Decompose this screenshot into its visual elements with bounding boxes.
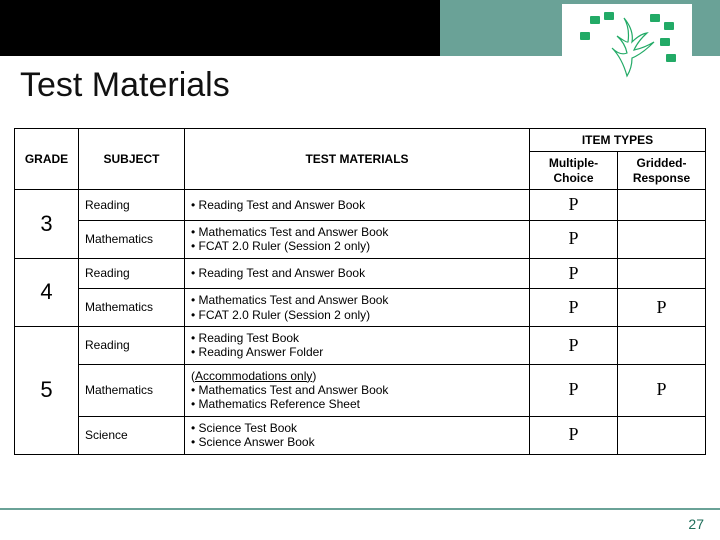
table-head: GRADE SUBJECT TEST MATERIALS ITEM TYPES … bbox=[15, 129, 706, 190]
cell-subject: Science bbox=[79, 416, 185, 454]
table-row: MathematicsMathematics Test and Answer B… bbox=[15, 289, 706, 327]
th-materials: TEST MATERIALS bbox=[185, 129, 530, 190]
tree-icon bbox=[572, 8, 682, 78]
th-grade: GRADE bbox=[15, 129, 79, 190]
cell-mc: P bbox=[530, 326, 618, 364]
cell-gr bbox=[618, 416, 706, 454]
cell-materials: Science Test BookScience Answer Book bbox=[185, 416, 530, 454]
cell-subject: Reading bbox=[79, 190, 185, 221]
materials-table: GRADE SUBJECT TEST MATERIALS ITEM TYPES … bbox=[14, 128, 706, 455]
th-subject: SUBJECT bbox=[79, 129, 185, 190]
table-row: Mathematics(Accommodations only)Mathemat… bbox=[15, 364, 706, 416]
tree-illustration bbox=[562, 4, 692, 82]
cell-mc: P bbox=[530, 416, 618, 454]
cell-gr bbox=[618, 190, 706, 221]
cell-materials: Reading Test and Answer Book bbox=[185, 190, 530, 221]
th-mc: Multiple-Choice bbox=[530, 152, 618, 190]
cell-mc: P bbox=[530, 364, 618, 416]
cell-mc: P bbox=[530, 190, 618, 221]
cell-materials: Mathematics Test and Answer BookFCAT 2.0… bbox=[185, 289, 530, 327]
cell-subject: Reading bbox=[79, 258, 185, 289]
cell-gr: P bbox=[618, 289, 706, 327]
cell-mc: P bbox=[530, 258, 618, 289]
page-number: 27 bbox=[688, 516, 704, 532]
cell-materials: Reading Test BookReading Answer Folder bbox=[185, 326, 530, 364]
table-body: 3ReadingReading Test and Answer BookPMat… bbox=[15, 190, 706, 454]
cell-materials: Mathematics Test and Answer BookFCAT 2.0… bbox=[185, 220, 530, 258]
cell-materials: (Accommodations only)Mathematics Test an… bbox=[185, 364, 530, 416]
cell-mc: P bbox=[530, 289, 618, 327]
cell-subject: Mathematics bbox=[79, 364, 185, 416]
cell-gr bbox=[618, 258, 706, 289]
header-dark-block bbox=[0, 0, 440, 56]
cell-materials: Reading Test and Answer Book bbox=[185, 258, 530, 289]
cell-mc: P bbox=[530, 220, 618, 258]
cell-gr bbox=[618, 220, 706, 258]
cell-subject: Mathematics bbox=[79, 289, 185, 327]
cell-grade: 5 bbox=[15, 326, 79, 454]
table-row: 5ReadingReading Test BookReading Answer … bbox=[15, 326, 706, 364]
cell-gr bbox=[618, 326, 706, 364]
materials-table-wrap: GRADE SUBJECT TEST MATERIALS ITEM TYPES … bbox=[14, 128, 706, 455]
th-item-types: ITEM TYPES bbox=[530, 129, 706, 152]
cell-grade: 4 bbox=[15, 258, 79, 326]
table-row: MathematicsMathematics Test and Answer B… bbox=[15, 220, 706, 258]
table-row: 4ReadingReading Test and Answer BookP bbox=[15, 258, 706, 289]
table-row: ScienceScience Test BookScience Answer B… bbox=[15, 416, 706, 454]
th-gr: Gridded-Response bbox=[618, 152, 706, 190]
cell-subject: Mathematics bbox=[79, 220, 185, 258]
table-row: 3ReadingReading Test and Answer BookP bbox=[15, 190, 706, 221]
footer-rule bbox=[0, 508, 720, 510]
cell-gr: P bbox=[618, 364, 706, 416]
cell-subject: Reading bbox=[79, 326, 185, 364]
page-title: Test Materials bbox=[20, 66, 230, 105]
cell-grade: 3 bbox=[15, 190, 79, 258]
